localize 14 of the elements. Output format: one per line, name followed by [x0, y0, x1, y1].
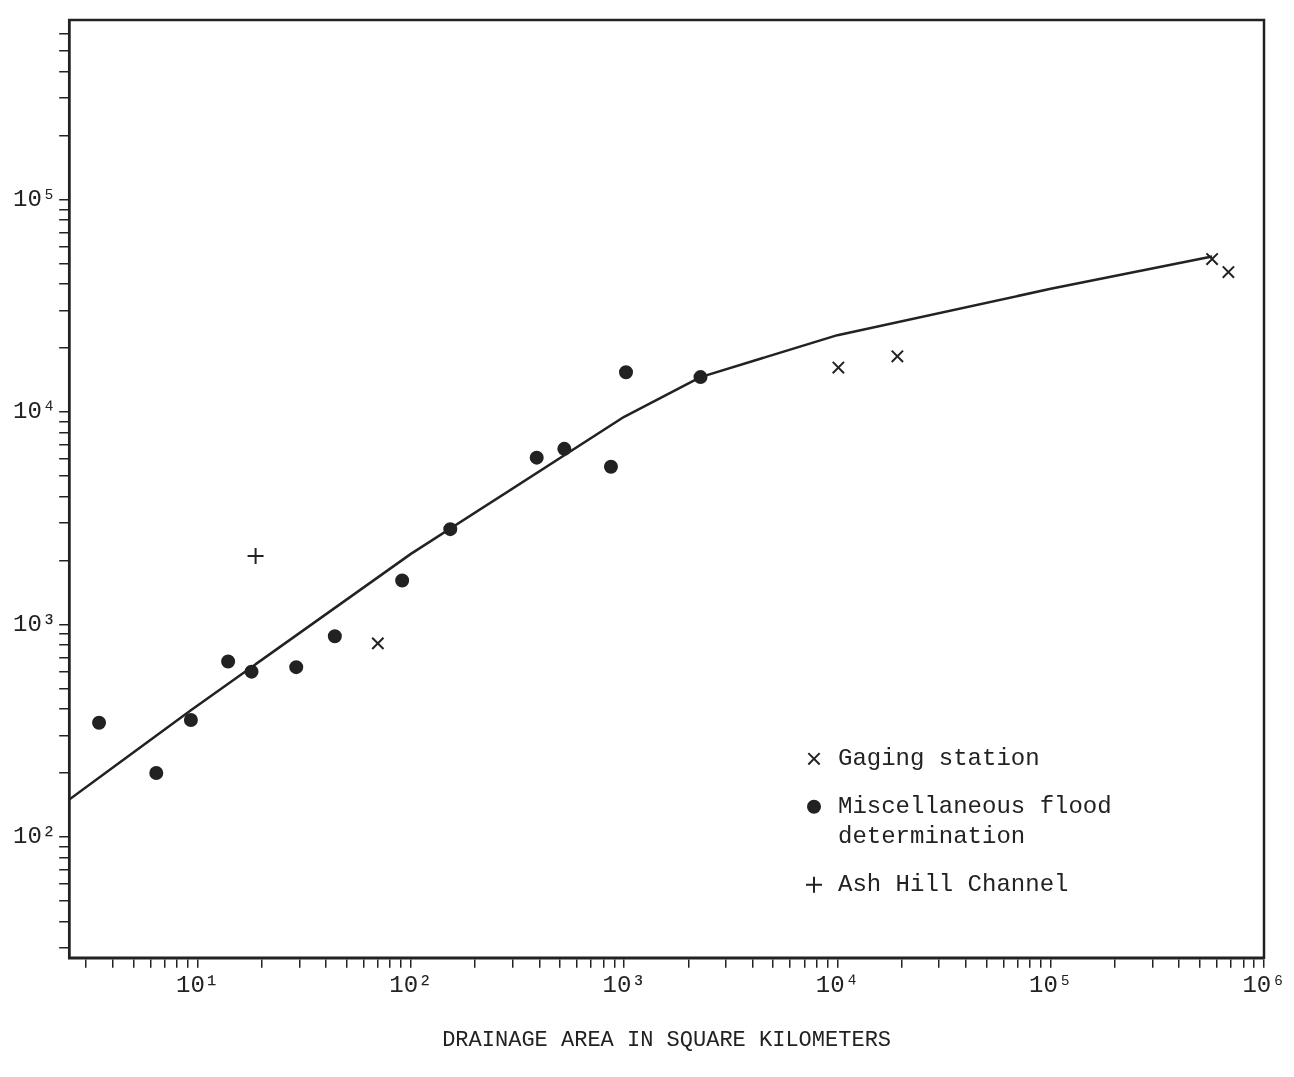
y-tick-label: 10⁵	[12, 185, 57, 213]
x-axis-title: DRAINAGE AREA IN SQUARE KILOMETERS	[442, 1027, 892, 1053]
x-tick-label: 10⁵	[1029, 971, 1073, 999]
y-tick-label: 10²	[12, 823, 57, 851]
y-tick-label: 10⁴	[12, 398, 57, 426]
legend-label: Gaging station	[838, 745, 1040, 773]
x-tick-label: 10⁴	[815, 971, 860, 999]
legend-label: Miscellaneous flood determination	[838, 793, 1112, 851]
y-tick-label: 10³	[12, 610, 57, 638]
x-tick-label: 10⁶	[1242, 971, 1286, 999]
x-tick-label: 10³	[602, 971, 646, 999]
x-tick-label: 10²	[389, 971, 433, 999]
legend-label: Ash Hill Channel	[838, 871, 1069, 899]
x-tick-label: 10¹	[176, 971, 220, 999]
